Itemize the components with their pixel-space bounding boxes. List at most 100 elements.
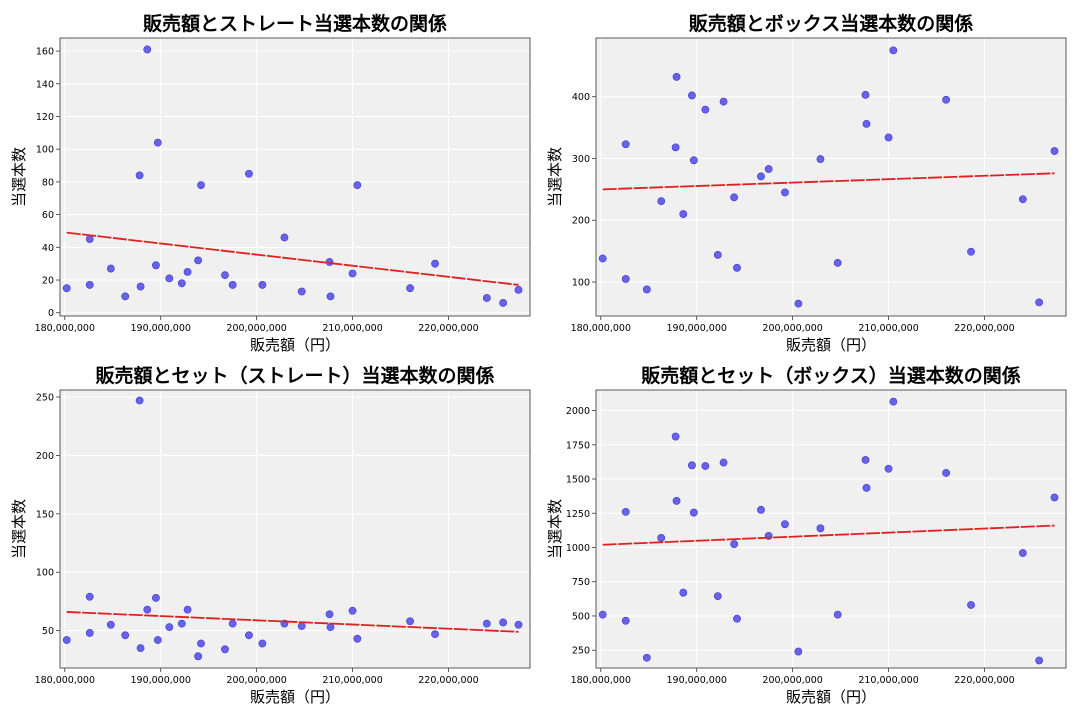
data-point [967,247,975,256]
data-point [679,210,688,218]
data-point [1035,656,1044,665]
data-point [106,264,115,273]
y-axis-label: 当選本数 [10,147,28,207]
data-point [258,639,267,648]
data-point [672,497,681,505]
x-axis-label: 販売額（円） [250,336,340,354]
data-point [177,279,186,288]
y-tick-label: 100 [572,278,590,289]
data-point [135,396,144,405]
data-point [245,169,253,178]
chart-panel-3: 180,000,000 190,000,000 200,000,000 210,000… [10,364,531,706]
y-tick-label: 50 [42,626,54,637]
data-point [671,143,680,152]
data-point [85,592,94,601]
x-tick-label: 220,000,000 [418,323,478,334]
data-point [730,540,739,548]
data-point [861,90,870,99]
data-point [781,520,789,529]
y-tick-label: 500 [572,611,590,622]
data-point [153,138,162,147]
data-point [688,461,696,470]
y-tick-label: 160 [36,47,54,58]
data-point [816,155,825,163]
data-point [514,285,523,294]
data-point [1018,549,1027,557]
data-point [657,534,666,542]
y-tick-label: 40 [42,243,54,254]
trend-line [602,524,1055,546]
data-point [228,281,237,289]
data-point [889,46,898,55]
data-point [348,606,357,615]
data-point [297,287,306,296]
data-point [326,623,335,632]
data-point [194,652,203,661]
data-point [194,256,203,265]
data-point [153,636,162,644]
x-tick-label: 210,000,000 [858,675,918,686]
data-point [135,171,144,180]
data-point [325,610,334,619]
data-point [431,630,439,639]
plot-area [60,38,530,316]
y-tick-label: 150 [36,509,54,520]
data-point [152,594,160,602]
y-tick-label: 250 [36,393,54,404]
data-point [730,193,739,202]
data-point [967,601,975,609]
y-tick-label: 400 [572,92,590,103]
data-point [177,619,186,628]
data-point [165,274,174,283]
data-point [1050,493,1059,502]
data-point [121,631,130,640]
y-tick-label: 250 [572,646,590,657]
plot-frame [595,37,1067,317]
data-point [621,507,630,516]
data-point [183,267,192,276]
data-point [884,464,893,473]
x-tick-label: 210,000,000 [858,323,918,334]
x-tick-label: 180,000,000 [35,323,95,334]
data-point [757,172,765,181]
y-tick-label: 1000 [566,543,590,554]
data-point [621,140,630,149]
data-point [764,165,773,173]
y-tick-label: 200 [36,451,54,462]
data-point [258,281,267,289]
data-point [862,484,871,492]
data-point [221,645,229,654]
plot-area [60,390,530,668]
chart-panel-1: 180,000,000 190,000,000 200,000,000 210,000… [10,12,531,354]
x-tick-label: 210,000,000 [322,675,382,686]
data-point [642,653,651,662]
data-point [672,73,681,81]
data-point [280,233,289,242]
data-point [165,623,174,632]
y-tick-label: 100 [36,568,54,579]
y-tick-label: 20 [42,276,54,287]
y-tick-label: 140 [36,79,54,90]
y-axis-label: 当選本数 [546,499,564,559]
plot-frame [59,389,531,669]
data-point [733,263,741,272]
data-point [297,622,306,630]
data-point [942,468,951,477]
data-point [499,618,508,627]
data-point [598,610,607,619]
data-point [642,285,651,294]
x-tick-label: 220,000,000 [418,675,478,686]
x-tick-label: 180,000,000 [571,675,631,686]
y-tick-label: 60 [42,210,54,221]
data-point [353,181,362,190]
data-point [121,292,130,301]
data-point [348,269,357,278]
data-point [197,639,205,648]
data-point [701,462,710,470]
data-point [679,588,688,597]
data-point [482,619,491,628]
x-axis-label: 販売額（円） [786,688,876,706]
chart-title: 販売額とボックス当選本数の関係 [689,12,973,35]
data-point [326,292,335,301]
